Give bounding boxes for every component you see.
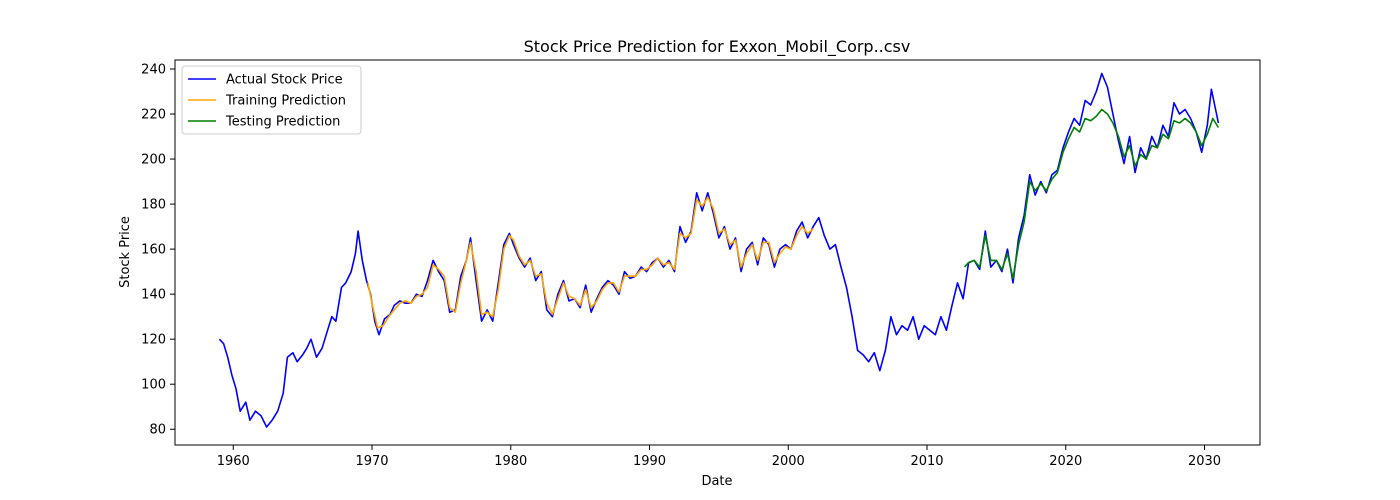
y-tick-label: 120 bbox=[141, 333, 166, 348]
legend-label: Actual Stock Price bbox=[226, 73, 343, 88]
x-tick-label: 1980 bbox=[494, 454, 527, 469]
series-layer bbox=[218, 72, 1220, 428]
y-tick-label: 100 bbox=[141, 378, 166, 393]
x-tick-label: 2000 bbox=[772, 454, 805, 469]
legend-label: Testing Prediction bbox=[225, 115, 340, 130]
series-line-training-prediction bbox=[367, 196, 814, 329]
x-tick-label: 1990 bbox=[633, 454, 666, 469]
series-line-testing-prediction bbox=[963, 108, 1220, 280]
x-tick-label: 2020 bbox=[1049, 454, 1082, 469]
chart-title: Stock Price Prediction for Exxon_Mobil_C… bbox=[524, 37, 911, 57]
plot-frame bbox=[174, 59, 1261, 446]
legend: Actual Stock Price Training Prediction Tes… bbox=[181, 65, 362, 135]
y-tick-label: 180 bbox=[141, 198, 166, 213]
x-tick-label: 1960 bbox=[217, 454, 250, 469]
y-tick-label: 240 bbox=[141, 63, 166, 78]
y-axis-label: Stock Price bbox=[118, 216, 133, 288]
y-tick-label: 140 bbox=[141, 288, 166, 303]
legend-label: Training Prediction bbox=[225, 94, 346, 109]
legend-box bbox=[181, 65, 362, 135]
x-tick-label: 2030 bbox=[1188, 454, 1221, 469]
axis-ticks: 1960 1970 1980 1990 2000 2010 2020 2030 80 100 120… bbox=[141, 63, 1221, 469]
x-tick-label: 1970 bbox=[355, 454, 388, 469]
x-tick-label: 2010 bbox=[910, 454, 943, 469]
y-tick-label: 160 bbox=[141, 243, 166, 258]
y-tick-label: 220 bbox=[141, 108, 166, 123]
y-tick-label: 80 bbox=[149, 423, 166, 438]
x-axis-label: Date bbox=[701, 474, 732, 489]
y-tick-label: 200 bbox=[141, 153, 166, 168]
